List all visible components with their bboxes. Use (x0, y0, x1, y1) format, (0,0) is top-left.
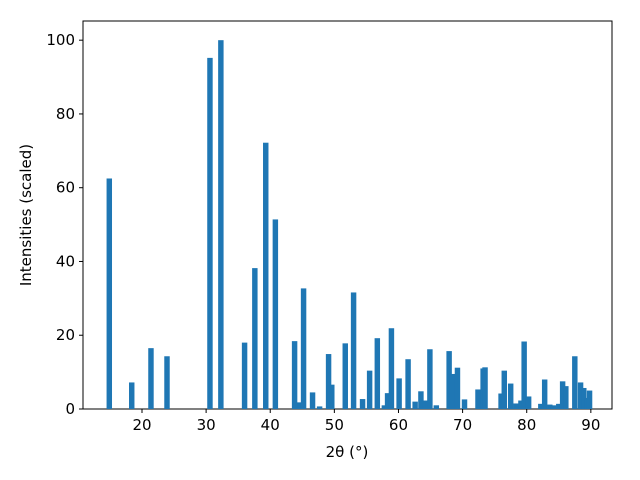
bar (507, 383, 514, 409)
bar (291, 341, 298, 409)
x-tick-label: 60 (389, 416, 408, 434)
bar (316, 406, 323, 409)
bar (252, 268, 258, 409)
bar (541, 379, 548, 409)
bar (218, 40, 224, 409)
x-tick-label: 50 (325, 416, 344, 434)
bar (164, 356, 170, 409)
bar (148, 348, 154, 409)
bar (422, 400, 429, 409)
bar (106, 178, 113, 409)
bar (359, 399, 366, 409)
bar (129, 382, 135, 409)
bar (563, 386, 569, 409)
y-tick-label: 60 (56, 179, 75, 197)
bar (461, 399, 468, 409)
bar (325, 354, 332, 409)
x-axis-label: 2θ (°) (326, 443, 369, 461)
bar (482, 367, 488, 409)
bar (433, 405, 440, 409)
bar (342, 343, 348, 409)
x-tick-label: 40 (261, 416, 280, 434)
bar (241, 342, 248, 409)
bar (207, 57, 213, 409)
y-tick-label: 0 (65, 400, 75, 418)
bar (374, 338, 381, 409)
bar (300, 288, 307, 409)
bar (350, 292, 357, 409)
bar (501, 370, 508, 409)
bar (518, 400, 524, 409)
bar (366, 370, 373, 409)
bar (577, 382, 584, 409)
bar (418, 391, 424, 409)
x-tick-label: 70 (453, 416, 472, 434)
bar (449, 373, 456, 409)
bar (581, 387, 587, 409)
bar (538, 403, 544, 409)
bar (381, 405, 388, 409)
bar (454, 367, 461, 409)
bar (556, 403, 562, 409)
y-tick-label: 100 (46, 31, 75, 49)
bar (388, 328, 395, 409)
bar (263, 142, 269, 409)
bar (525, 396, 532, 409)
bar (513, 403, 519, 409)
bar (384, 393, 391, 409)
bar (498, 393, 504, 409)
bar (559, 381, 566, 409)
bar (550, 405, 557, 409)
y-tick-label: 20 (56, 326, 75, 344)
bar (475, 389, 481, 409)
bar (427, 349, 433, 409)
bar (297, 402, 303, 409)
x-tick-label: 90 (581, 416, 600, 434)
y-tick-label: 80 (56, 105, 75, 123)
bar (309, 392, 316, 409)
bar (572, 356, 578, 409)
bar (405, 359, 411, 409)
bar (412, 401, 418, 409)
bar (547, 404, 553, 409)
x-tick-label: 20 (132, 416, 151, 434)
bar (329, 384, 335, 409)
x-tick-label: 80 (517, 416, 536, 434)
bar (446, 351, 452, 409)
x-tick-label: 30 (197, 416, 216, 434)
bar (272, 219, 279, 409)
bar (396, 378, 402, 409)
bar (586, 390, 593, 409)
bar (521, 341, 527, 409)
y-axis-label: Intensities (scaled) (17, 144, 35, 286)
y-tick-label: 40 (56, 252, 75, 270)
